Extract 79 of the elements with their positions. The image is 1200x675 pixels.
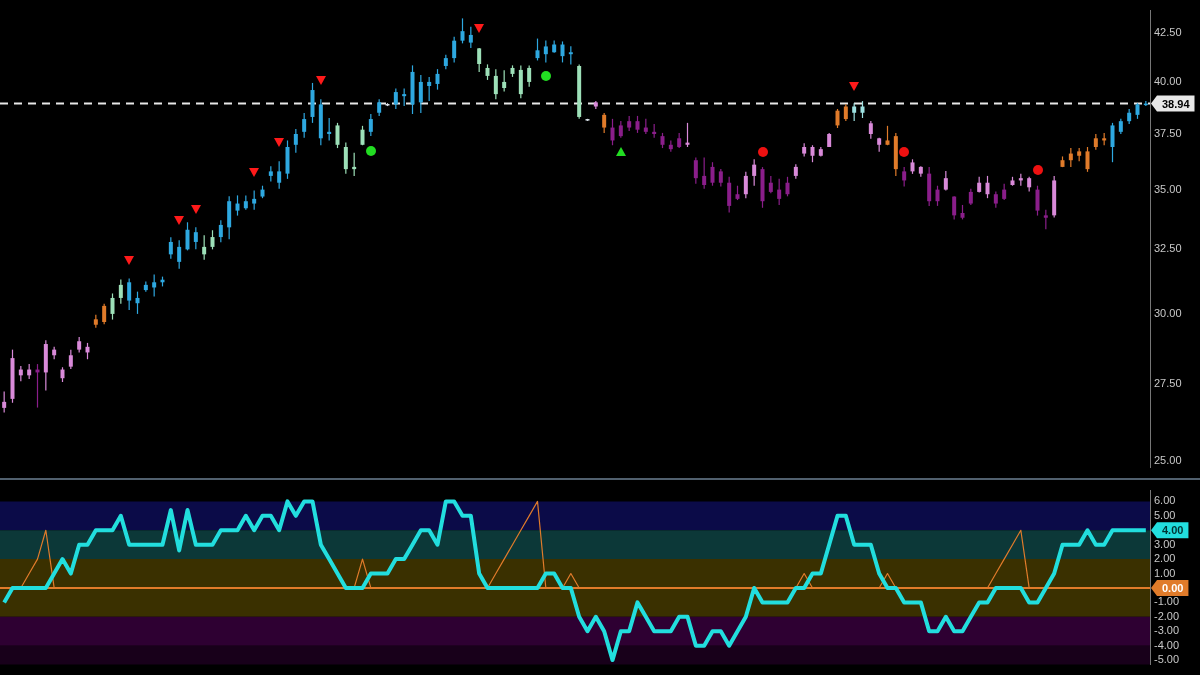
- y-tick-label: -3.00: [1154, 624, 1180, 637]
- text: 4.00: [1162, 524, 1184, 537]
- candlestick: [477, 47, 482, 73]
- candlestick: [2, 390, 7, 414]
- y-tick-label: 3.00: [1154, 537, 1176, 550]
- candlestick: [468, 26, 473, 49]
- candlestick: [702, 156, 707, 190]
- candlestick: [560, 40, 565, 64]
- candlestick: [460, 17, 465, 44]
- candlestick: [1043, 209, 1048, 230]
- y-tick-label: 37.50: [1154, 127, 1182, 140]
- candlestick: [902, 166, 907, 188]
- y-tick-label: 30.00: [1154, 306, 1182, 319]
- candlestick: [1035, 185, 1040, 217]
- y-tick-label: 2.00: [1154, 552, 1176, 565]
- candlestick: [535, 37, 540, 62]
- y-tick-label: 32.50: [1154, 242, 1182, 255]
- candlestick: [168, 236, 173, 260]
- y-tick-label: 6.00: [1154, 494, 1176, 507]
- candlestick: [693, 156, 698, 185]
- candlestick: [277, 160, 282, 190]
- candlestick: [985, 175, 990, 199]
- ref-line-label: 0.00: [1162, 581, 1184, 594]
- candlestick: [110, 292, 115, 321]
- candlestick: [335, 122, 340, 149]
- y-tick-label: 1.00: [1154, 566, 1176, 579]
- candlestick: [610, 118, 615, 146]
- candlestick: [952, 195, 957, 221]
- y-tick-label: 42.50: [1154, 26, 1182, 39]
- candlestick: [152, 273, 157, 298]
- candlestick: [177, 239, 182, 270]
- candlestick: [543, 39, 548, 64]
- candlestick: [602, 112, 607, 134]
- y-tick-label: -1.00: [1154, 595, 1180, 608]
- candlestick: [1085, 146, 1090, 173]
- candlestick: [418, 74, 423, 114]
- candlestick: [293, 128, 298, 154]
- candlestick: [302, 112, 307, 139]
- candlestick: [427, 76, 432, 102]
- candlestick: [493, 68, 498, 100]
- candlestick: [235, 194, 240, 217]
- candlestick: [1110, 122, 1115, 163]
- candlestick: [777, 178, 782, 206]
- candlestick: [202, 234, 207, 261]
- candlestick: [193, 226, 198, 250]
- candlestick: [743, 171, 748, 199]
- candlestick: [435, 68, 440, 91]
- y-tick-label: 27.50: [1154, 377, 1182, 390]
- candlestick: [218, 219, 223, 243]
- candlestick: [135, 291, 140, 315]
- ref-line-label: 38.94: [1162, 97, 1191, 110]
- candlestick: [68, 349, 73, 370]
- candlestick: [393, 88, 398, 110]
- y-tick-label: -5.00: [1154, 653, 1180, 666]
- candlestick: [502, 69, 507, 93]
- candlestick: [943, 170, 948, 192]
- candlestick: [785, 176, 790, 197]
- candlestick: [727, 176, 732, 214]
- candlestick: [568, 45, 573, 65]
- candlestick: [102, 303, 107, 325]
- candlestick: [752, 158, 757, 187]
- candlestick: [368, 113, 373, 137]
- candlestick: [835, 108, 840, 129]
- candlestick: [127, 277, 132, 311]
- y-tick-label: 35.00: [1154, 182, 1182, 195]
- candlestick: [118, 278, 123, 305]
- y-tick-label: 5.00: [1154, 508, 1176, 521]
- candlestick: [935, 185, 940, 207]
- candlestick: [252, 189, 257, 211]
- y-tick-label: -4.00: [1154, 638, 1180, 651]
- candlestick: [343, 141, 348, 175]
- candlestick: [185, 221, 190, 251]
- y-tick-label: 25.00: [1154, 453, 1182, 466]
- y-tick-label: 40.00: [1154, 74, 1182, 87]
- candlestick: [710, 161, 715, 187]
- candlestick: [452, 36, 457, 64]
- candlestick: [527, 64, 532, 88]
- y-tick-label: -2.00: [1154, 609, 1180, 622]
- candlestick: [210, 229, 215, 250]
